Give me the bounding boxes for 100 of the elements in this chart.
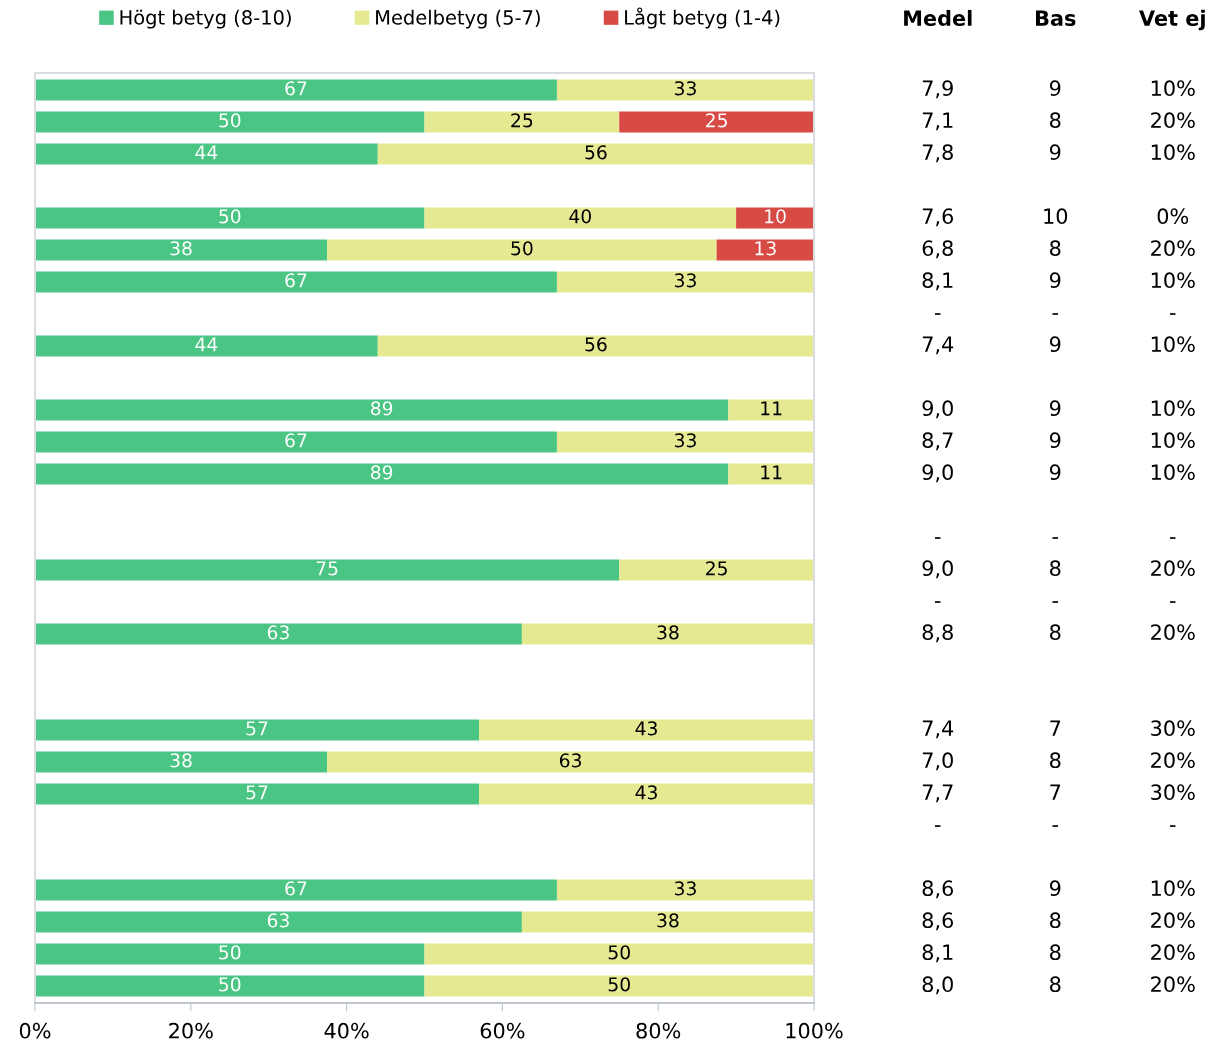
text: 7,7 [922, 784, 953, 803]
bar [556, 79, 814, 101]
data-label: 33 [674, 433, 696, 448]
text: - [1052, 537, 1058, 539]
bar [35, 271, 557, 293]
bar [35, 111, 425, 133]
text: 10% [1151, 144, 1195, 161]
data-label: 44 [195, 145, 218, 160]
text: - [1170, 313, 1176, 315]
data-label: 67 [285, 81, 307, 96]
text: 9 [1049, 144, 1061, 161]
x-tick-label: 40% [324, 1022, 369, 1039]
data-label: 57 [246, 785, 268, 800]
bar [35, 79, 557, 101]
data-label: 57 [246, 721, 268, 736]
data-label: 63 [267, 913, 289, 928]
legend-label: Högt betyg (8-10) [120, 9, 291, 29]
bar [728, 399, 814, 421]
data-label: 50 [511, 241, 533, 256]
text: 20% [1151, 112, 1195, 129]
bar [424, 975, 814, 997]
data-label: 33 [674, 881, 696, 896]
data-label: 50 [608, 977, 630, 992]
category-label: Bas [1036, 10, 1076, 27]
data-label: 43 [635, 785, 657, 800]
text: 7,0 [922, 752, 953, 771]
text: 7,4 [922, 336, 954, 355]
bar [377, 335, 814, 357]
bar [35, 623, 522, 645]
data-label: 38 [170, 753, 192, 768]
text: 30% [1151, 720, 1195, 737]
bar [35, 783, 480, 805]
text: 8 [1050, 240, 1061, 257]
data-label: 13 [755, 241, 776, 256]
text: - [1170, 601, 1176, 603]
bar [35, 207, 425, 229]
text: - [1052, 601, 1058, 603]
text: 20% [1151, 624, 1195, 641]
text: 8 [1050, 624, 1061, 641]
x-tick-label: 80% [636, 1022, 681, 1039]
category-label: Medel [904, 9, 972, 27]
data-label: 56 [585, 145, 607, 160]
text: 8,6 [922, 912, 953, 931]
text: 7,8 [922, 144, 953, 163]
x-tick-label: 60% [480, 1022, 525, 1039]
data-label: 67 [285, 881, 307, 896]
data-label: 67 [285, 273, 307, 288]
data-label: 50 [219, 209, 241, 224]
data-label: 50 [219, 977, 241, 992]
text: - [1170, 825, 1176, 827]
data-label: 25 [706, 113, 727, 128]
text: 10% [1151, 80, 1195, 97]
bar [35, 431, 557, 453]
data-label: 89 [371, 465, 393, 480]
bar [521, 911, 814, 933]
text: 7,1 [922, 112, 953, 131]
bar [35, 239, 328, 261]
text: 8 [1050, 560, 1061, 577]
bar [35, 879, 557, 901]
text: - [935, 601, 941, 603]
text: - [935, 825, 941, 827]
text: 20% [1151, 752, 1195, 769]
text: 20% [1151, 912, 1195, 929]
text: 7,9 [922, 80, 953, 99]
text: 6,8 [922, 240, 953, 259]
bar [556, 879, 814, 901]
data-label: 63 [559, 753, 581, 768]
x-tick-label: 20% [169, 1022, 213, 1039]
text: - [1052, 825, 1058, 827]
data-label: 40 [569, 209, 591, 224]
data-label: 11 [761, 465, 782, 480]
text: 9 [1049, 880, 1061, 897]
text: 7,4 [922, 720, 954, 739]
data-label: 11 [761, 401, 782, 416]
bar [35, 335, 378, 357]
bar [479, 783, 814, 805]
data-label: 33 [674, 81, 696, 96]
text: 8 [1050, 912, 1061, 929]
text: - [935, 537, 941, 539]
text: 20% [1151, 560, 1195, 577]
text: 9 [1049, 80, 1061, 97]
text: 30% [1151, 784, 1195, 801]
bar [35, 943, 425, 965]
data-label: 25 [511, 113, 533, 128]
text: 8 [1050, 112, 1061, 129]
text: 8,1 [922, 272, 953, 291]
text: 8 [1050, 752, 1061, 769]
bar [424, 207, 737, 229]
text: 8,7 [922, 432, 953, 451]
bar [327, 751, 814, 773]
data-label: 25 [706, 561, 727, 576]
text: 9 [1049, 432, 1061, 449]
data-label: 56 [585, 337, 607, 352]
text: 10% [1151, 880, 1195, 897]
bar [35, 399, 729, 421]
data-label: 50 [608, 945, 630, 960]
text: 8,1 [922, 944, 953, 963]
legend-label: Medelbetyg (5-7) [376, 9, 540, 29]
bar [619, 559, 814, 581]
data-label: 75 [316, 561, 338, 576]
